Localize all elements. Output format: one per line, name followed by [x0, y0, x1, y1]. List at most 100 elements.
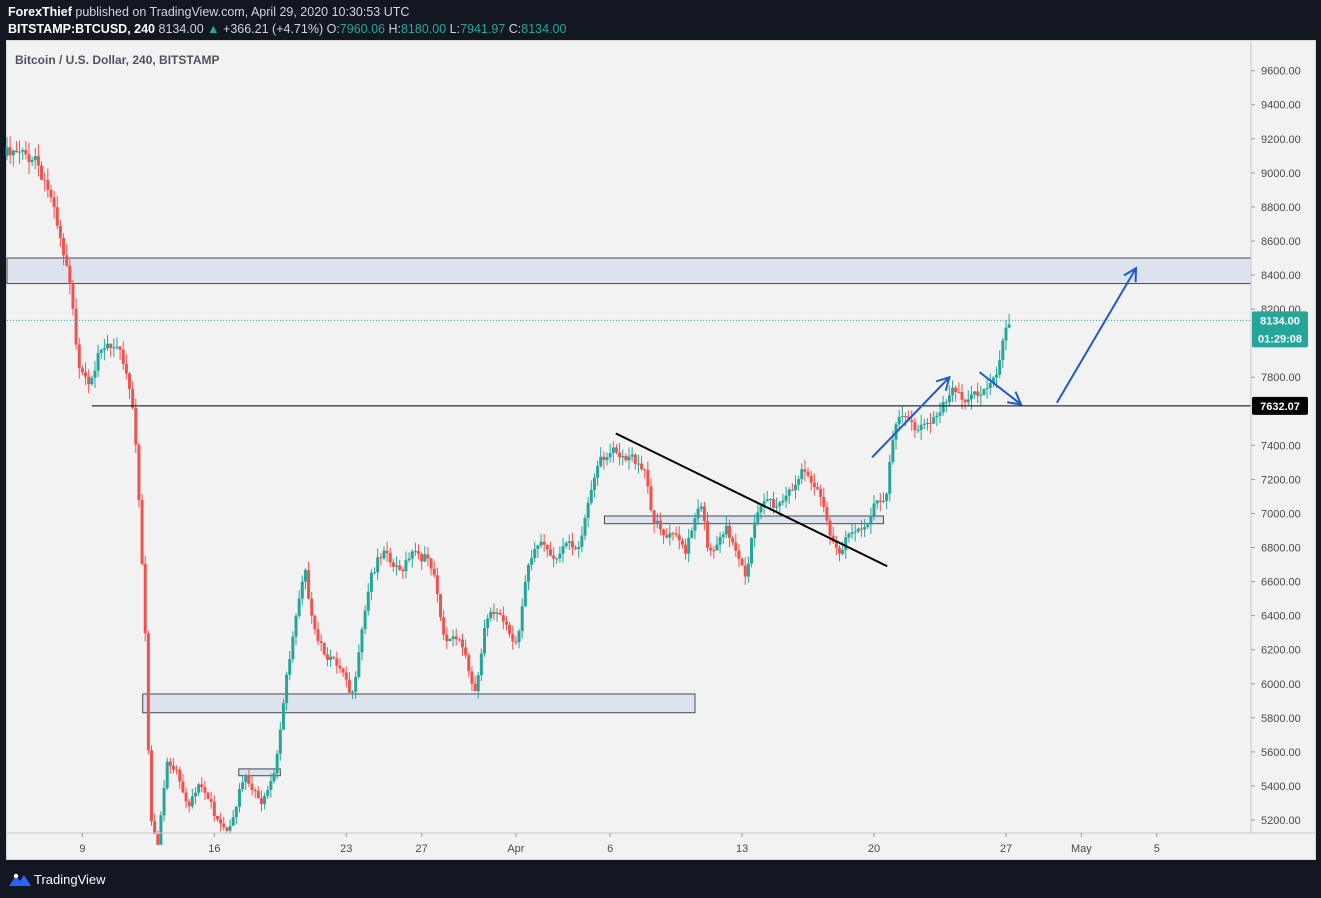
- candle-body: [539, 541, 543, 546]
- candle-body: [900, 416, 904, 418]
- candle-body: [137, 444, 141, 501]
- candle-body: [618, 452, 622, 458]
- trendline: [615, 432, 888, 568]
- candle-body: [973, 391, 977, 395]
- candle-body: [263, 795, 267, 805]
- candle-body: [146, 633, 150, 751]
- candle-body: [413, 551, 417, 553]
- candle-body: [979, 394, 983, 396]
- candle-body: [649, 486, 653, 511]
- candle-body: [153, 821, 157, 835]
- candle-body: [376, 557, 380, 573]
- candle-body: [237, 789, 241, 807]
- candle-body: [633, 454, 637, 464]
- key-level-badge: [1252, 396, 1308, 415]
- candle-body: [80, 368, 84, 373]
- price-tick-label: 9000.00: [1261, 168, 1301, 180]
- candle-body: [592, 477, 596, 490]
- candle-body: [43, 179, 47, 181]
- candle-body: [385, 550, 389, 553]
- projection-arrow: [978, 371, 1022, 406]
- candle-body: [652, 510, 656, 524]
- candle-body: [74, 308, 78, 345]
- price-tick-label: 8600.00: [1261, 236, 1301, 248]
- candle-body: [555, 558, 559, 560]
- candle-body: [316, 629, 320, 642]
- candle-body: [30, 160, 34, 163]
- candle-body: [338, 665, 342, 669]
- price-tick-label: 9600.00: [1261, 66, 1301, 78]
- price-tick-label: 7400.00: [1261, 440, 1301, 452]
- candle-body: [570, 541, 574, 548]
- candle-body: [131, 388, 135, 409]
- lines-layer: [7, 266, 1251, 568]
- author-name[interactable]: ForexThief: [8, 5, 72, 19]
- candle-body: [1007, 324, 1011, 328]
- candle-body: [168, 761, 172, 766]
- candle-body: [71, 283, 75, 309]
- candle-body: [404, 560, 408, 572]
- candle-body: [52, 197, 56, 208]
- candle-body: [837, 547, 841, 554]
- candle-body: [878, 500, 882, 502]
- candle-body: [850, 532, 854, 535]
- publish-line: ForexThief published on TradingView.com,…: [8, 5, 409, 19]
- candle-body: [803, 469, 807, 472]
- projection-arrow: [1055, 267, 1137, 404]
- candle-body: [916, 430, 920, 432]
- candle-body: [379, 557, 383, 559]
- candle-body: [197, 784, 201, 793]
- candle-body: [897, 416, 901, 425]
- candle-body: [401, 569, 405, 572]
- time-tick-label: 5: [1154, 843, 1160, 855]
- candle-body: [244, 775, 248, 783]
- candle-body: [684, 544, 688, 554]
- tradingview-logo-icon[interactable]: [8, 872, 32, 888]
- arrow-head-icon: [1123, 266, 1138, 283]
- candle-body: [300, 581, 304, 599]
- candle-body: [256, 791, 260, 799]
- candle-body: [351, 691, 355, 693]
- candle-body: [944, 402, 948, 404]
- candle-body: [772, 498, 776, 508]
- candle-body: [99, 349, 103, 353]
- candle-body: [357, 652, 361, 677]
- candle-body: [721, 534, 725, 538]
- candle-body: [464, 647, 468, 656]
- candle-body: [718, 537, 722, 545]
- candle-body: [643, 469, 647, 471]
- price-tick-label: 5800.00: [1261, 713, 1301, 725]
- candle-body: [693, 518, 697, 531]
- candle-body: [957, 391, 961, 393]
- candle-body: [495, 612, 499, 614]
- candle-body: [228, 825, 232, 831]
- candle-body: [888, 462, 892, 494]
- candle-body: [269, 781, 273, 790]
- tradingview-brand[interactable]: TradingView: [34, 872, 106, 887]
- candle-body: [762, 501, 766, 506]
- candle-body: [209, 798, 213, 802]
- candle-body: [847, 534, 851, 538]
- candle-body: [329, 656, 333, 660]
- candle-body: [93, 370, 97, 378]
- publish-header: ForexThief published on TradingView.com,…: [0, 0, 1321, 40]
- resistance-zone: [6, 257, 1252, 285]
- candle-body: [121, 349, 125, 364]
- candle-body: [872, 503, 876, 516]
- candle-body: [825, 506, 829, 521]
- candle-body: [426, 554, 430, 559]
- time-tick-label: 16: [208, 843, 220, 855]
- candle-body: [363, 610, 367, 630]
- candle-body: [963, 399, 967, 403]
- candle-body: [325, 654, 329, 660]
- axes-layer: 9600.00 9400.00 9200.00 9000.00 8800.00 8600.…: [7, 41, 1315, 855]
- candle-body: [24, 150, 28, 155]
- candle-body: [36, 156, 40, 166]
- candle-body: [310, 598, 314, 616]
- candle-body: [5, 147, 9, 156]
- candle-body: [140, 500, 144, 564]
- candle-body: [875, 500, 879, 504]
- candle-body: [536, 545, 540, 549]
- candle-body: [680, 540, 684, 545]
